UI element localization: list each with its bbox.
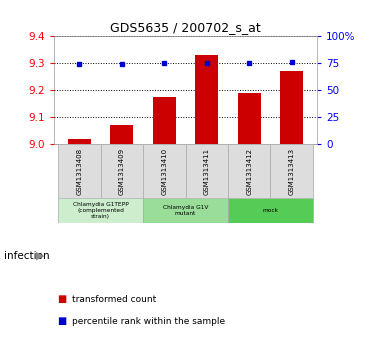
Bar: [143, 144, 186, 198]
Text: percentile rank within the sample: percentile rank within the sample: [72, 317, 226, 326]
Text: ■: ■: [58, 294, 67, 305]
Bar: [58, 198, 143, 223]
Text: Chlamydia G1V
mutant: Chlamydia G1V mutant: [163, 205, 208, 216]
Text: ■: ■: [58, 316, 67, 326]
Bar: [143, 198, 228, 223]
Text: ▶: ▶: [36, 251, 45, 261]
Bar: [101, 144, 143, 198]
Bar: [186, 144, 228, 198]
Bar: [152, 97, 176, 144]
Text: GSM1313412: GSM1313412: [246, 148, 252, 195]
Bar: [58, 144, 101, 198]
Text: GSM1313410: GSM1313410: [161, 148, 167, 195]
Bar: [228, 144, 270, 198]
Text: mock: mock: [262, 208, 279, 213]
Text: transformed count: transformed count: [72, 295, 157, 304]
Text: GSM1313413: GSM1313413: [289, 148, 295, 195]
Text: GSM1313408: GSM1313408: [76, 148, 82, 195]
Text: Chlamydia G1TEPP
(complemented
strain): Chlamydia G1TEPP (complemented strain): [73, 203, 128, 219]
Bar: [195, 55, 219, 144]
Bar: [280, 72, 303, 144]
Bar: [228, 198, 313, 223]
Bar: [110, 125, 134, 144]
Title: GDS5635 / 200702_s_at: GDS5635 / 200702_s_at: [110, 21, 261, 34]
Text: GSM1313411: GSM1313411: [204, 148, 210, 195]
Bar: [237, 93, 261, 144]
Bar: [270, 144, 313, 198]
Text: GSM1313409: GSM1313409: [119, 148, 125, 195]
Bar: [68, 139, 91, 144]
Text: infection: infection: [4, 251, 49, 261]
